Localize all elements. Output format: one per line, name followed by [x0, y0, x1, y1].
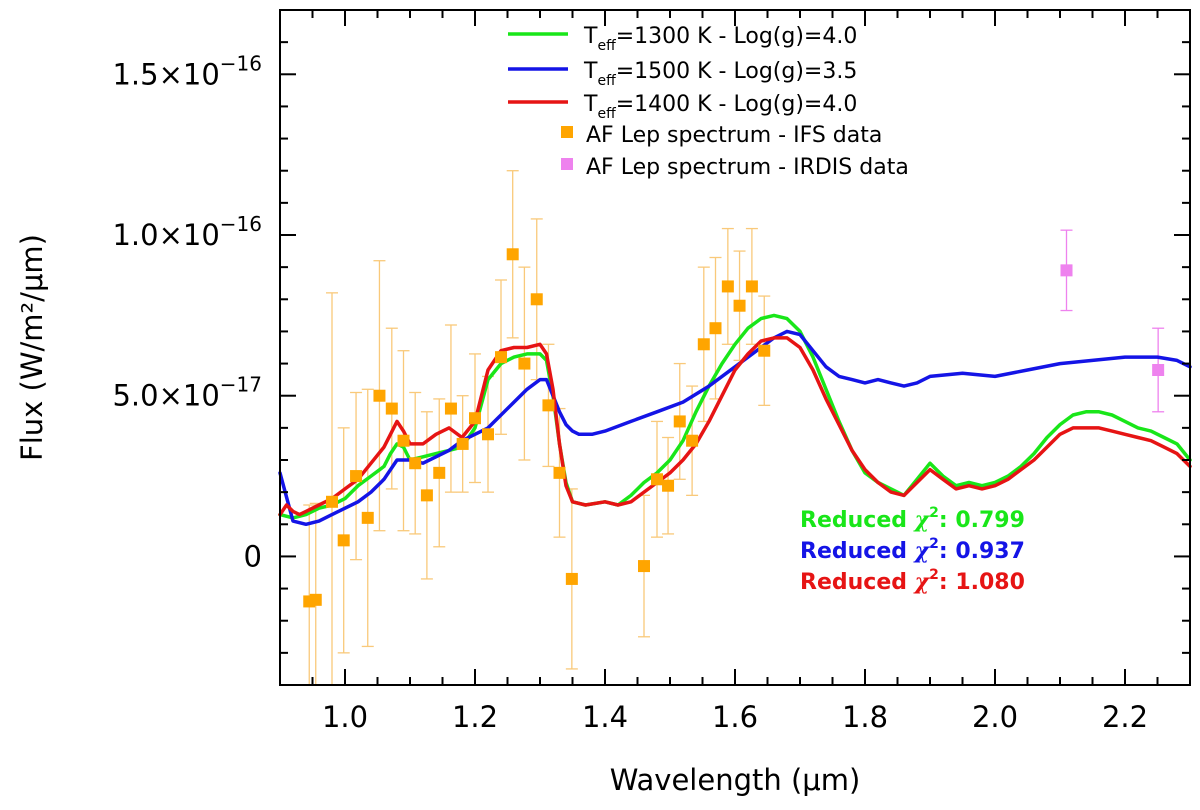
ifs-data-point	[409, 457, 422, 470]
irdis-data-point	[1152, 364, 1165, 376]
ifs-data-point	[495, 351, 507, 364]
ifs-data-point	[326, 495, 338, 508]
chi-square-label: Reduced χ2: 0.937	[800, 536, 1025, 564]
chi-superscript: 2	[929, 567, 939, 583]
ifs-data-point	[697, 338, 710, 351]
chi-symbol: χ	[913, 507, 931, 533]
ifs-data-point	[506, 248, 519, 261]
x-axis-title: Wavelength (μm)	[610, 763, 861, 797]
ifs-data-point	[518, 357, 531, 370]
ifs-data-point	[758, 344, 771, 357]
ifs-data-point	[565, 572, 578, 585]
x-tick-label: 1.0	[322, 700, 368, 734]
chi-label-text: Reduced	[800, 570, 915, 595]
ifs-data-point	[542, 399, 555, 412]
ifs-data-point	[444, 402, 457, 415]
irdis-data-point	[1060, 264, 1073, 277]
ifs-data-point	[361, 511, 374, 524]
chi-square-label: Reduced χ2: 0.799	[800, 505, 1025, 533]
legend-label-rest: =1500 K - Log(g)=3.5	[616, 59, 858, 84]
y-tick-label: 1.5×10−16	[112, 51, 262, 91]
ifs-data-point	[721, 280, 734, 293]
chi-label-text: Reduced	[800, 539, 915, 564]
ifs-data-point	[350, 470, 363, 483]
model-curves-layer	[278, 313, 1192, 527]
ifs-data-point	[309, 593, 322, 606]
ifs-data-point	[433, 466, 446, 479]
ifs-data-point	[553, 466, 566, 479]
chi-value: : 0.799	[939, 508, 1025, 533]
legend-label-sub: eff	[597, 106, 616, 122]
y-tick-mantissa: 1.0×10	[112, 218, 219, 252]
x-tick-label: 2.2	[1102, 700, 1148, 734]
chi-value: : 0.937	[939, 539, 1025, 564]
y-tick-exponent: −17	[220, 373, 262, 397]
legend-label: Teff=1500 K - Log(g)=3.5	[583, 59, 857, 89]
ifs-data-point	[337, 534, 350, 547]
legend-label: AF Lep spectrum - IFS data	[586, 123, 882, 148]
chi-square-label: Reduced χ2: 1.080	[800, 567, 1025, 595]
y-tick-label: 5.0×10−17	[112, 373, 262, 413]
y-tick-exponent: −16	[220, 51, 262, 75]
x-tick-label: 1.4	[582, 700, 628, 734]
data-points-layer	[303, 248, 1165, 608]
series-line-1	[278, 329, 1192, 527]
legend-label-t: T	[583, 24, 598, 49]
legend-label-sub: eff	[597, 73, 616, 89]
chi-symbol: χ	[913, 538, 931, 564]
y-axis-title: Flux (W/m²/μm)	[15, 234, 49, 461]
x-tick-label: 2.0	[972, 700, 1018, 734]
chi-superscript: 2	[929, 505, 939, 521]
y-tick-mantissa: 5.0×10	[112, 379, 219, 413]
legend-label-rest: =1400 K - Log(g)=4.0	[616, 92, 858, 117]
y-tick-label: 0	[244, 539, 262, 573]
legend-swatch-square	[561, 126, 573, 138]
ifs-data-point	[385, 402, 398, 415]
legend-label-t: T	[583, 59, 598, 84]
y-tick-mantissa: 0	[244, 539, 262, 573]
ifs-data-point	[745, 280, 758, 293]
ifs-data-point	[456, 437, 469, 450]
ifs-data-point	[662, 479, 675, 492]
ifs-data-point	[709, 322, 722, 335]
ifs-data-point	[638, 560, 650, 573]
chi-value: : 1.080	[939, 570, 1025, 595]
ifs-data-point	[530, 293, 543, 306]
ifs-data-point	[651, 473, 663, 486]
legend-label-rest: =1300 K - Log(g)=4.0	[616, 24, 858, 49]
y-tick-label: 1.0×10−16	[112, 212, 262, 252]
x-tick-label: 1.6	[712, 700, 758, 734]
legend-label: Teff=1400 K - Log(g)=4.0	[583, 92, 857, 122]
ifs-data-point	[673, 415, 686, 428]
chi-superscript: 2	[929, 536, 939, 552]
axes-layer: 1.0 1.2 1.4 1.6 1.8 2.0 2.205.0×10−171.0×10−16…	[15, 9, 1191, 797]
ifs-data-point	[686, 434, 699, 447]
chi-label-text: Reduced	[800, 508, 915, 533]
ifs-data-point	[373, 389, 386, 402]
x-tick-label: 1.2	[452, 700, 498, 734]
error-bars-layer	[303, 170, 1165, 685]
ifs-data-point	[469, 412, 481, 425]
legend-label: Teff=1300 K - Log(g)=4.0	[583, 24, 857, 54]
series-line-0	[278, 313, 1192, 520]
legend-label-sub: eff	[597, 38, 616, 54]
legend-swatch-square	[561, 158, 573, 170]
chi-symbol: χ	[913, 569, 931, 595]
ifs-data-point	[482, 428, 494, 441]
y-tick-mantissa: 1.5×10	[112, 57, 219, 91]
ifs-data-point	[420, 489, 433, 502]
x-tick-label: 1.8	[842, 700, 888, 734]
y-tick-exponent: −16	[220, 212, 262, 236]
ifs-data-point	[397, 434, 410, 447]
legend-label-t: T	[583, 92, 598, 117]
legend-label: AF Lep spectrum - IRDIS data	[586, 155, 909, 180]
ifs-data-point	[733, 299, 746, 312]
